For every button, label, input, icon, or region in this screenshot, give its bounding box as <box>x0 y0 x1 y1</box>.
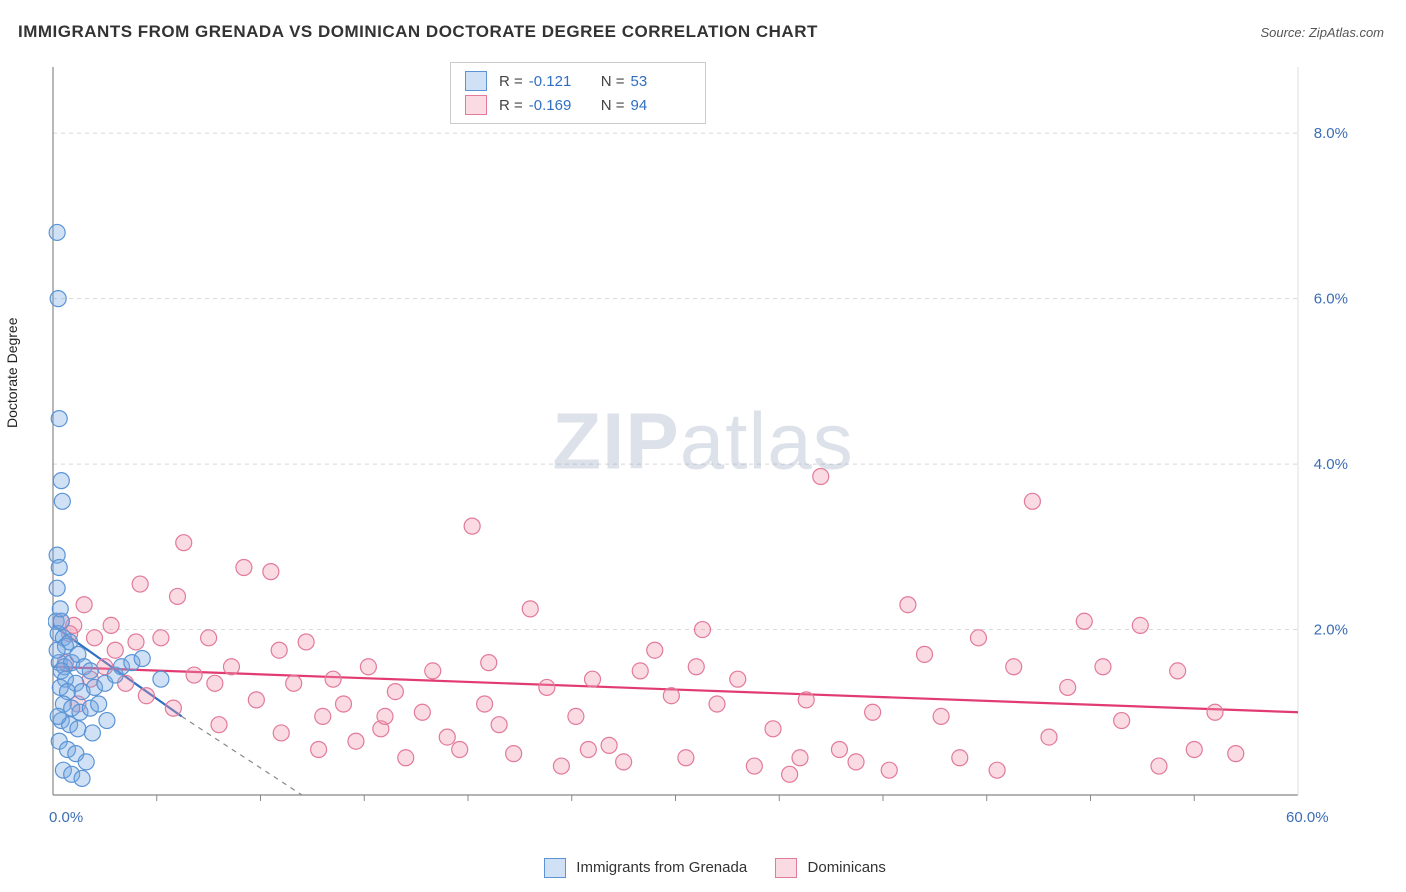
swatch-series1 <box>465 71 487 91</box>
stats-row-2: R = -0.169 N = 94 <box>465 93 691 117</box>
n-label-2: N = <box>595 97 625 114</box>
x-max-label: 60.0% <box>1286 809 1329 826</box>
bottom-label-1: Immigrants from Grenada <box>576 859 747 876</box>
svg-text:4.0%: 4.0% <box>1314 456 1348 473</box>
n-label-1: N = <box>595 73 625 90</box>
source-attribution: Source: ZipAtlas.com <box>1260 25 1384 40</box>
r-label-2: R = <box>493 97 523 114</box>
swatch-series2 <box>465 95 487 115</box>
r-value-2: -0.169 <box>529 97 589 114</box>
bottom-legend: Immigrants from Grenada Dominicans <box>0 858 1406 878</box>
svg-text:8.0%: 8.0% <box>1314 125 1348 142</box>
r-value-1: -0.121 <box>529 73 589 90</box>
bottom-swatch-1 <box>544 858 566 878</box>
stats-row-1: R = -0.121 N = 53 <box>465 69 691 93</box>
r-label-1: R = <box>493 73 523 90</box>
n-value-1: 53 <box>631 73 691 90</box>
svg-text:2.0%: 2.0% <box>1314 622 1348 639</box>
bottom-label-2: Dominicans <box>808 859 886 876</box>
svg-text:6.0%: 6.0% <box>1314 291 1348 308</box>
x-min-label: 0.0% <box>49 809 83 826</box>
scatter-plot: 2.0% 4.0% 6.0% 8.0% <box>48 55 1358 835</box>
stats-legend: R = -0.121 N = 53 R = -0.169 N = 94 <box>450 62 706 124</box>
y-axis-label: Doctorate Degree <box>4 317 20 428</box>
n-value-2: 94 <box>631 97 691 114</box>
bottom-swatch-2 <box>775 858 797 878</box>
chart-title: IMMIGRANTS FROM GRENADA VS DOMINICAN DOC… <box>18 22 818 42</box>
